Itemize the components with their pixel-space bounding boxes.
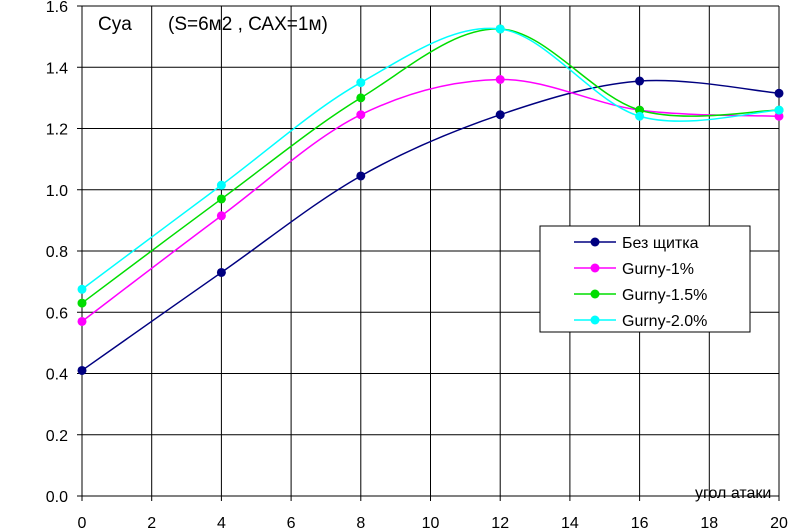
legend-label: Gurny-2.0% — [622, 313, 707, 330]
axes — [77, 5, 780, 501]
data-point — [495, 24, 505, 34]
x-tick-label: 0 — [78, 515, 87, 531]
y-tick-label: 1.2 — [46, 122, 68, 139]
y-tick-label: 0.0 — [46, 489, 68, 506]
y-tick-label: 1.0 — [46, 183, 68, 200]
x-tick-label: 18 — [700, 515, 718, 531]
legend-swatch-marker — [590, 263, 600, 273]
legend-swatch-marker — [590, 289, 600, 299]
data-point — [77, 365, 87, 375]
x-tick-label: 6 — [287, 515, 296, 531]
y-tick-label: 0.4 — [46, 367, 68, 384]
chart-subtitle: (S=6м2 , САХ=1м) — [168, 14, 328, 35]
y-tick-label: 1.6 — [46, 0, 68, 16]
y-tick-label: 0.2 — [46, 428, 68, 445]
data-point — [635, 76, 645, 86]
x-tick-label: 12 — [491, 515, 509, 531]
legend-box — [539, 225, 751, 333]
x-tick-labels: 0 2 4 6 8 10 12 14 16 18 20 — [78, 515, 788, 531]
legend-label: Gurny-1.5% — [622, 287, 707, 304]
x-tick-label: 2 — [147, 515, 156, 531]
data-point — [495, 75, 505, 84]
data-point — [356, 93, 366, 103]
x-tick-label: 20 — [770, 515, 788, 531]
data-point — [356, 78, 366, 88]
data-point — [216, 211, 226, 221]
y-tick-label: 1.4 — [46, 60, 68, 77]
legend-swatch-marker — [590, 315, 600, 325]
legend-swatch-marker — [590, 237, 600, 247]
x-tick-label: 8 — [356, 515, 365, 531]
legend: Без щитка Gurny-1% Gurny-1.5% Gurny-2.0% — [539, 225, 751, 333]
data-point — [216, 267, 226, 277]
data-point — [774, 88, 784, 98]
x-tick-label: 4 — [217, 515, 226, 531]
y-tick-labels: 0.0 0.2 0.4 0.6 0.8 1.0 1.2 1.4 1.6 — [46, 0, 68, 506]
data-point — [216, 180, 226, 190]
data-point — [635, 111, 645, 121]
data-point — [77, 298, 87, 308]
legend-label: Gurny-1% — [622, 261, 694, 278]
legend-label: Без щитка — [622, 235, 699, 252]
data-point — [216, 194, 226, 204]
x-tick-label: 16 — [631, 515, 649, 531]
x-tick-label: 10 — [422, 515, 440, 531]
data-point — [77, 316, 87, 326]
data-point — [356, 171, 366, 181]
chart-title: Cya — [98, 14, 132, 35]
y-tick-label: 0.6 — [46, 305, 68, 322]
data-point — [356, 110, 366, 120]
y-tick-label: 0.8 — [46, 244, 68, 261]
data-point — [774, 105, 784, 115]
data-point — [495, 110, 505, 120]
x-tick-label: 14 — [561, 515, 579, 531]
data-point — [77, 284, 87, 294]
series-group — [77, 24, 784, 375]
x-axis-label: угол атаки — [695, 485, 771, 502]
